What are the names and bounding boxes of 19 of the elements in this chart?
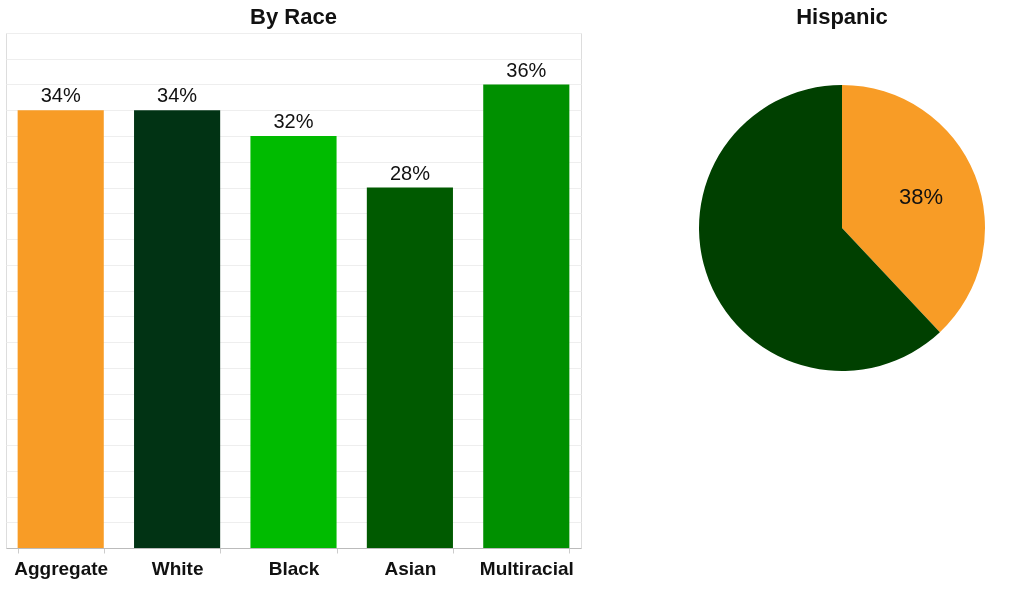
chart-title: By Race (250, 4, 337, 29)
x-tick-label: Multiracial (479, 557, 574, 579)
data-label: 34% (157, 84, 198, 107)
data-label: 38% (899, 183, 944, 209)
x-tick-label: Aggregate (14, 557, 109, 579)
bar (250, 136, 337, 548)
data-label: 36% (506, 58, 547, 81)
x-tick-label: White (151, 557, 204, 579)
chart-title: Hispanic (796, 4, 888, 29)
bar (483, 84, 570, 548)
bar (134, 110, 221, 548)
data-label: 28% (389, 161, 431, 184)
bar (366, 187, 453, 548)
bar (17, 110, 104, 548)
data-label: 34% (40, 84, 81, 107)
x-tick-label: Black (268, 557, 320, 579)
x-tick-label: Asian (384, 557, 437, 579)
pie-slice (842, 85, 985, 333)
data-label: 32% (273, 110, 314, 132)
